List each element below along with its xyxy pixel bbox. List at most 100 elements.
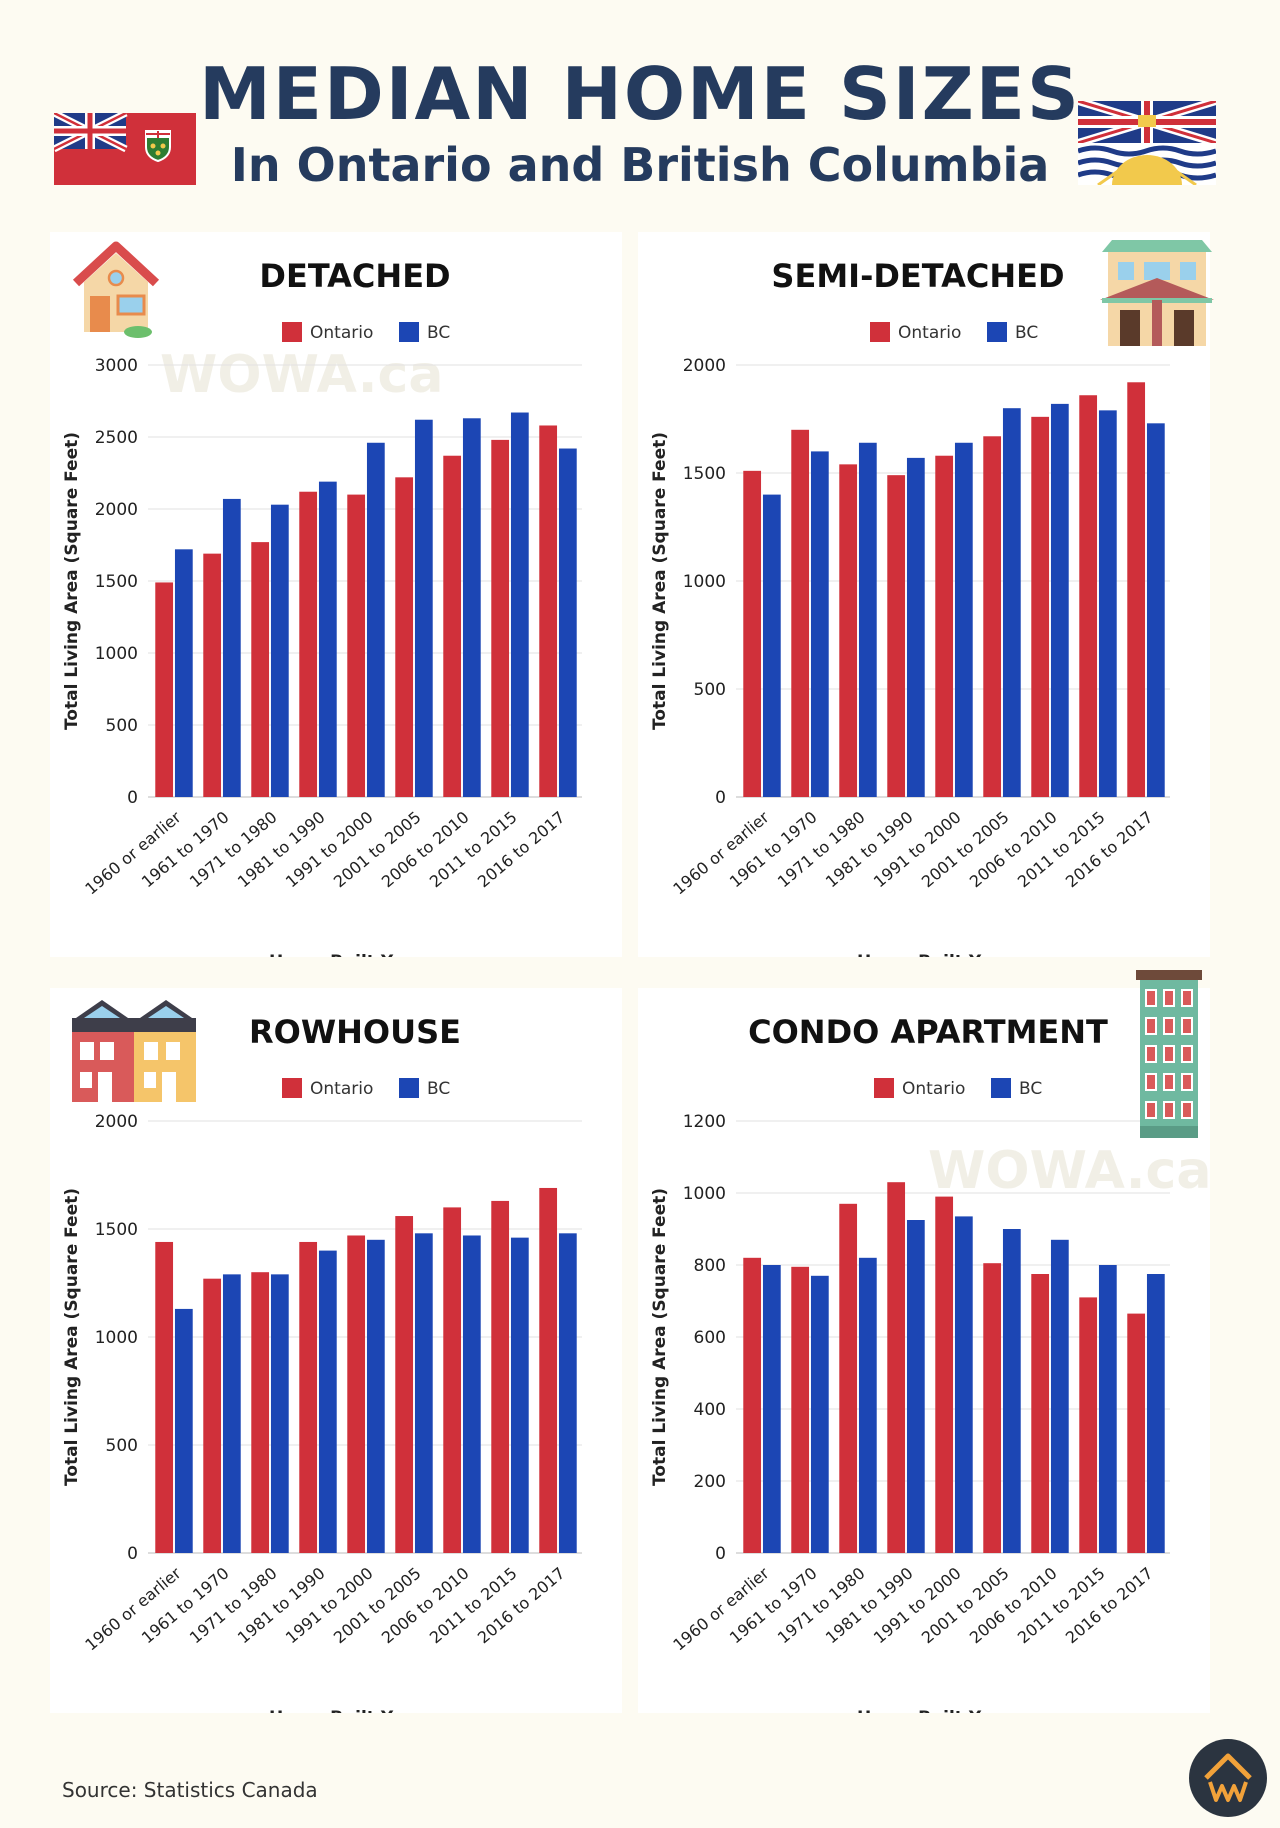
- bar-ontario: [983, 1263, 1002, 1553]
- bar-ontario: [743, 470, 762, 797]
- bar-bc: [222, 498, 241, 797]
- bar-bc: [558, 1233, 577, 1553]
- bar-bc: [1146, 1274, 1165, 1553]
- legend-swatch-ontario: [874, 1078, 894, 1098]
- y-tick-label: 0: [715, 788, 726, 808]
- bar-ontario: [155, 582, 174, 797]
- bar-bc: [810, 451, 829, 797]
- y-tick-label: 1500: [95, 1220, 138, 1240]
- y-tick-label: 200: [694, 1472, 726, 1492]
- bar-bc: [222, 1274, 241, 1553]
- bar-ontario: [491, 439, 510, 797]
- bc-flag-icon: [1078, 101, 1216, 185]
- bar-bc: [1098, 1265, 1117, 1553]
- bar-ontario: [935, 455, 954, 797]
- bar-bc: [318, 481, 337, 797]
- legend-label-bc: BC: [427, 323, 450, 343]
- bar-ontario: [251, 1272, 270, 1553]
- bar-bc: [810, 1275, 829, 1553]
- detached-chart: WOWA.ca DETACHED Ontario BC 0 500 1000 1500 2000…: [62, 257, 582, 957]
- bar-bc: [1050, 1239, 1069, 1553]
- chart-title: DETACHED: [259, 257, 450, 295]
- x-tick-label: 2016 to 2017: [1062, 1564, 1157, 1648]
- bar-ontario: [791, 429, 810, 797]
- bar-ontario: [491, 1200, 510, 1553]
- y-tick-label: 1000: [683, 1184, 726, 1204]
- y-tick-label: 2500: [95, 428, 138, 448]
- bar-bc: [270, 504, 289, 797]
- legend-swatch-bc: [399, 322, 419, 342]
- bar-bc: [1050, 403, 1069, 797]
- legend-swatch-ontario: [282, 1078, 302, 1098]
- bar-bc: [762, 1265, 781, 1553]
- y-tick-label: 2000: [95, 1112, 138, 1132]
- chart-title: SEMI-DETACHED: [771, 257, 1064, 295]
- watermark-text: WOWA.ca: [928, 1141, 1210, 1201]
- bar-ontario: [203, 1278, 222, 1553]
- bar-bc: [414, 419, 433, 797]
- page-subtitle: In Ontario and British Columbia: [230, 138, 1050, 192]
- bar-ontario: [539, 425, 558, 797]
- legend-swatch-bc: [399, 1078, 419, 1098]
- bar-bc: [462, 418, 481, 797]
- semi-detached-chart-panel: SEMI-DETACHED Ontario BC 0 500 1000 1500 2000 19…: [638, 232, 1214, 957]
- condo-building-icon: [1136, 970, 1202, 1138]
- y-tick-label: 500: [694, 680, 726, 700]
- detached-chart-panel: WOWA.ca DETACHED Ontario BC 0 500 1000 1500 2000…: [50, 232, 622, 957]
- bar-bc: [1098, 410, 1117, 797]
- y-axis-label: Total Living Area (Square Feet): [62, 1188, 82, 1486]
- bar-bc: [174, 549, 193, 797]
- x-tick-label: 2016 to 2017: [474, 808, 569, 892]
- bar-ontario: [1079, 1297, 1098, 1553]
- bar-ontario: [299, 1241, 318, 1553]
- y-tick-label: 1500: [95, 572, 138, 592]
- y-tick-label: 1200: [683, 1112, 726, 1132]
- bar-ontario: [1031, 1274, 1050, 1553]
- chart-title: CONDO APARTMENT: [748, 1013, 1108, 1051]
- bar-bc: [954, 442, 973, 797]
- bar-ontario: [1127, 382, 1146, 797]
- detached-house-icon: [72, 241, 160, 338]
- bar-ontario: [791, 1266, 810, 1553]
- y-tick-label: 1000: [95, 644, 138, 664]
- bar-bc: [858, 1257, 877, 1553]
- y-tick-label: 500: [106, 716, 138, 736]
- bar-ontario: [299, 491, 318, 797]
- bar-ontario: [155, 1241, 174, 1553]
- legend-label-ontario: Ontario: [898, 323, 961, 343]
- bar-bc: [366, 1239, 385, 1553]
- legend-label-ontario: Ontario: [902, 1079, 965, 1099]
- bar-ontario: [395, 1216, 414, 1553]
- bar-ontario: [347, 1235, 366, 1553]
- watermark-text: WOWA.ca: [160, 345, 443, 405]
- bar-bc: [510, 412, 529, 797]
- rowhouse-icon: [72, 1000, 196, 1102]
- legend-swatch-bc: [991, 1078, 1011, 1098]
- y-tick-label: 1000: [683, 572, 726, 592]
- bar-ontario: [887, 1182, 906, 1553]
- semi-detached-house-icon: [1100, 240, 1214, 346]
- bar-bc: [510, 1237, 529, 1553]
- bar-bc: [318, 1250, 337, 1553]
- y-tick-label: 2000: [95, 500, 138, 520]
- bar-bc: [906, 457, 925, 797]
- bar-ontario: [935, 1196, 954, 1553]
- bar-ontario: [1031, 416, 1050, 797]
- y-tick-label: 1000: [95, 1328, 138, 1348]
- x-axis-label: Home Built Year: [857, 1708, 1012, 1713]
- x-tick-label: 2016 to 2017: [1062, 808, 1157, 892]
- chart-title: ROWHOUSE: [249, 1013, 461, 1051]
- bar-bc: [270, 1274, 289, 1553]
- bar-ontario: [743, 1257, 762, 1553]
- legend-label-bc: BC: [427, 1079, 450, 1099]
- wowa-logo-icon: [1189, 1739, 1267, 1817]
- ontario-flag-icon: [54, 113, 196, 185]
- y-tick-label: 500: [106, 1436, 138, 1456]
- bar-bc: [174, 1308, 193, 1553]
- bar-ontario: [347, 494, 366, 797]
- bar-ontario: [443, 1207, 462, 1553]
- bar-bc: [558, 448, 577, 797]
- y-tick-label: 1500: [683, 464, 726, 484]
